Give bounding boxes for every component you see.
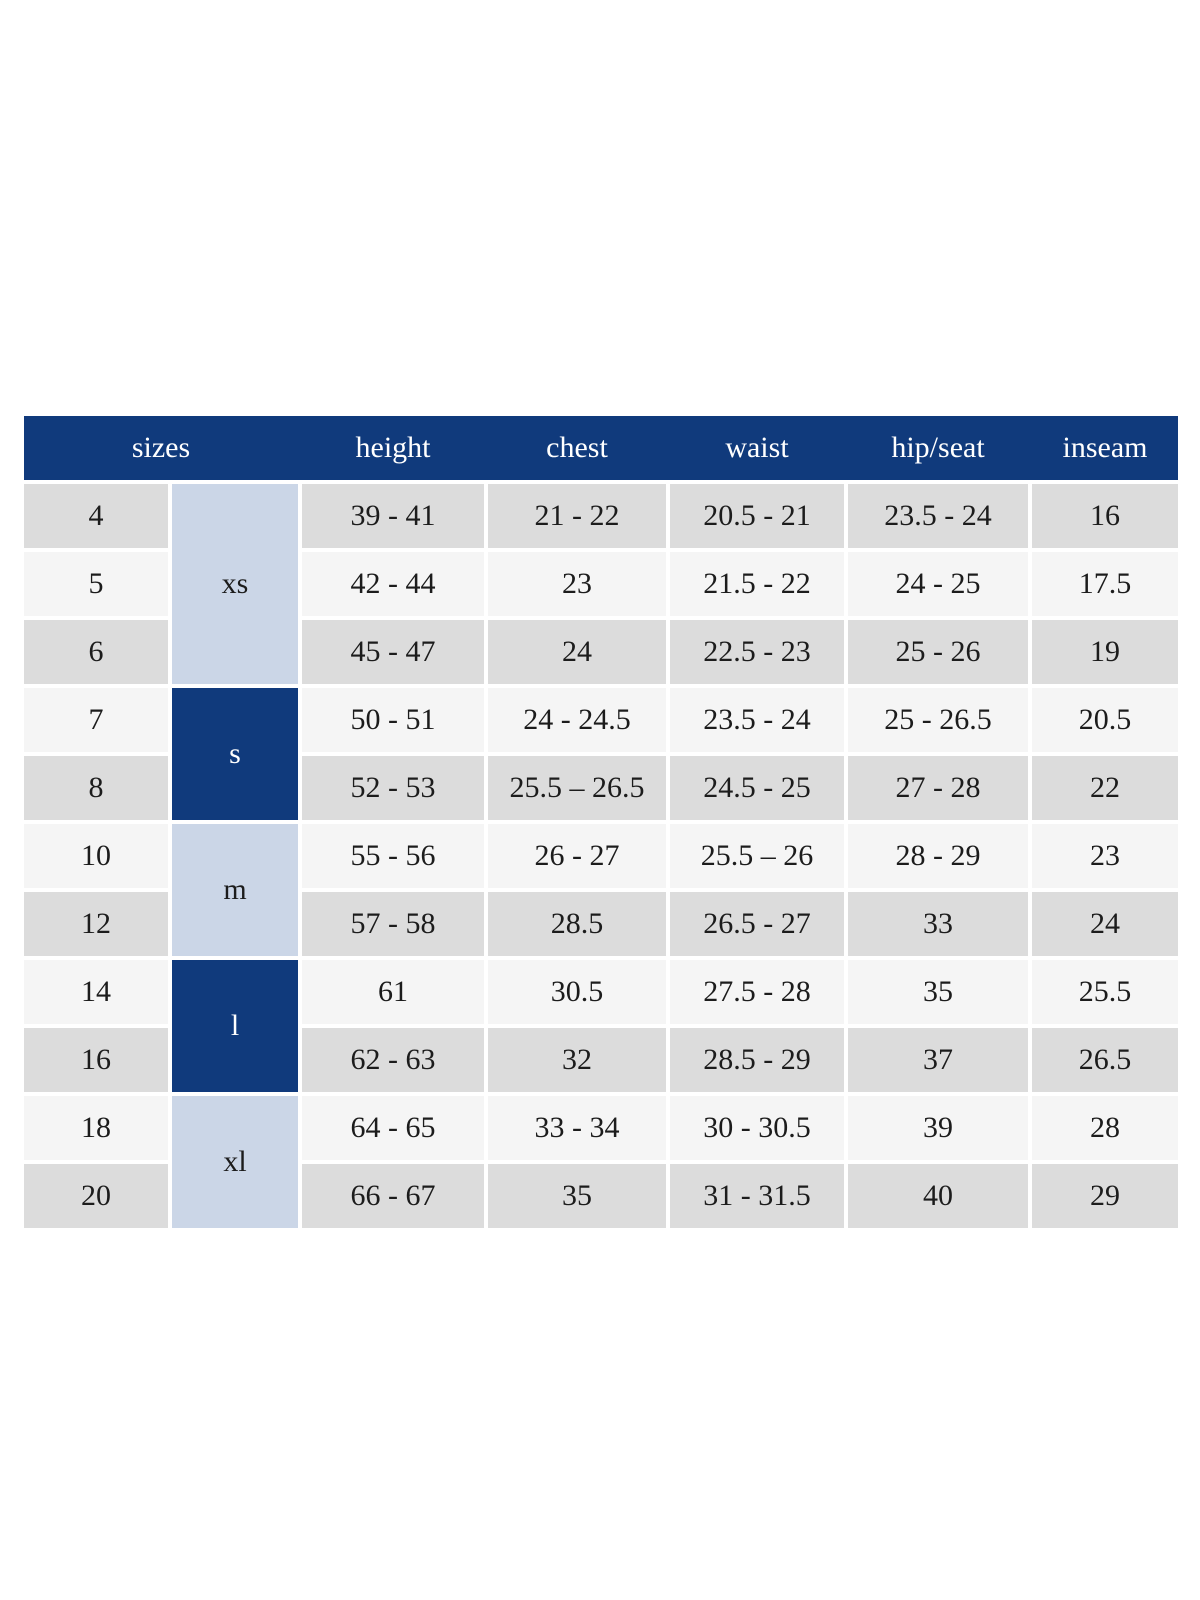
chest-cell: 24 — [488, 620, 666, 684]
column-header-inseam: inseam — [1062, 431, 1148, 464]
inseam-cell: 28 — [1032, 1096, 1178, 1160]
chest-cell: 30.5 — [488, 960, 666, 1024]
size-cell: 12 — [24, 892, 168, 956]
column-header-chest: chest — [546, 431, 608, 464]
chest-cell: 24 - 24.5 — [488, 688, 666, 752]
size-cell: 7 — [24, 688, 168, 752]
inseam-cell: 24 — [1032, 892, 1178, 956]
height-cell: 52 - 53 — [302, 756, 484, 820]
size-group-cell-xs: xs — [172, 484, 298, 684]
size-group-cell-xl: xl — [172, 1096, 298, 1228]
inseam-cell: 25.5 — [1032, 960, 1178, 1024]
hip-seat-cell: 25 - 26 — [848, 620, 1028, 684]
inseam-cell: 29 — [1032, 1164, 1178, 1228]
hip-seat-cell: 25 - 26.5 — [848, 688, 1028, 752]
height-cell: 57 - 58 — [302, 892, 484, 956]
size-cell: 18 — [24, 1096, 168, 1160]
waist-cell: 20.5 - 21 — [670, 484, 844, 548]
column-header-hip-seat: hip/seat — [891, 431, 985, 464]
size-cell: 14 — [24, 960, 168, 1024]
height-cell: 39 - 41 — [302, 484, 484, 548]
inseam-cell: 20.5 — [1032, 688, 1178, 752]
waist-cell: 22.5 - 23 — [670, 620, 844, 684]
waist-cell: 25.5 – 26 — [670, 824, 844, 888]
inseam-cell: 26.5 — [1032, 1028, 1178, 1092]
waist-cell: 26.5 - 27 — [670, 892, 844, 956]
chest-cell: 33 - 34 — [488, 1096, 666, 1160]
hip-seat-cell: 24 - 25 — [848, 552, 1028, 616]
chest-cell: 32 — [488, 1028, 666, 1092]
waist-cell: 24.5 - 25 — [670, 756, 844, 820]
inseam-cell: 16 — [1032, 484, 1178, 548]
column-header-waist: waist — [725, 431, 789, 464]
height-cell: 66 - 67 — [302, 1164, 484, 1228]
size-chart-table: sizes height chest waist hip/seat inseam… — [24, 416, 1178, 1228]
hip-seat-cell: 39 — [848, 1096, 1028, 1160]
hip-seat-cell: 27 - 28 — [848, 756, 1028, 820]
waist-cell: 21.5 - 22 — [670, 552, 844, 616]
column-header-height: height — [355, 431, 431, 464]
hip-seat-cell: 28 - 29 — [848, 824, 1028, 888]
hip-seat-cell: 23.5 - 24 — [848, 484, 1028, 548]
size-cell: 6 — [24, 620, 168, 684]
size-group-cell-l: l — [172, 960, 298, 1092]
table-header-bar — [24, 416, 1178, 480]
inseam-cell: 19 — [1032, 620, 1178, 684]
column-header-sizes: sizes — [131, 431, 191, 464]
chest-cell: 25.5 – 26.5 — [488, 756, 666, 820]
height-cell: 64 - 65 — [302, 1096, 484, 1160]
size-cell: 20 — [24, 1164, 168, 1228]
hip-seat-cell: 35 — [848, 960, 1028, 1024]
size-cell: 16 — [24, 1028, 168, 1092]
height-cell: 50 - 51 — [302, 688, 484, 752]
waist-cell: 30 - 30.5 — [670, 1096, 844, 1160]
waist-cell: 31 - 31.5 — [670, 1164, 844, 1228]
size-cell: 10 — [24, 824, 168, 888]
hip-seat-cell: 40 — [848, 1164, 1028, 1228]
size-cell: 4 — [24, 484, 168, 548]
chest-cell: 26 - 27 — [488, 824, 666, 888]
waist-cell: 27.5 - 28 — [670, 960, 844, 1024]
chest-cell: 23 — [488, 552, 666, 616]
inseam-cell: 22 — [1032, 756, 1178, 820]
height-cell: 42 - 44 — [302, 552, 484, 616]
waist-cell: 28.5 - 29 — [670, 1028, 844, 1092]
waist-cell: 23.5 - 24 — [670, 688, 844, 752]
size-group-cell-s: s — [172, 688, 298, 820]
chest-cell: 28.5 — [488, 892, 666, 956]
size-cell: 5 — [24, 552, 168, 616]
height-cell: 61 — [302, 960, 484, 1024]
hip-seat-cell: 33 — [848, 892, 1028, 956]
height-cell: 45 - 47 — [302, 620, 484, 684]
inseam-cell: 17.5 — [1032, 552, 1178, 616]
size-cell: 8 — [24, 756, 168, 820]
chest-cell: 35 — [488, 1164, 666, 1228]
height-cell: 55 - 56 — [302, 824, 484, 888]
hip-seat-cell: 37 — [848, 1028, 1028, 1092]
chest-cell: 21 - 22 — [488, 484, 666, 548]
height-cell: 62 - 63 — [302, 1028, 484, 1092]
size-group-cell-m: m — [172, 824, 298, 956]
inseam-cell: 23 — [1032, 824, 1178, 888]
